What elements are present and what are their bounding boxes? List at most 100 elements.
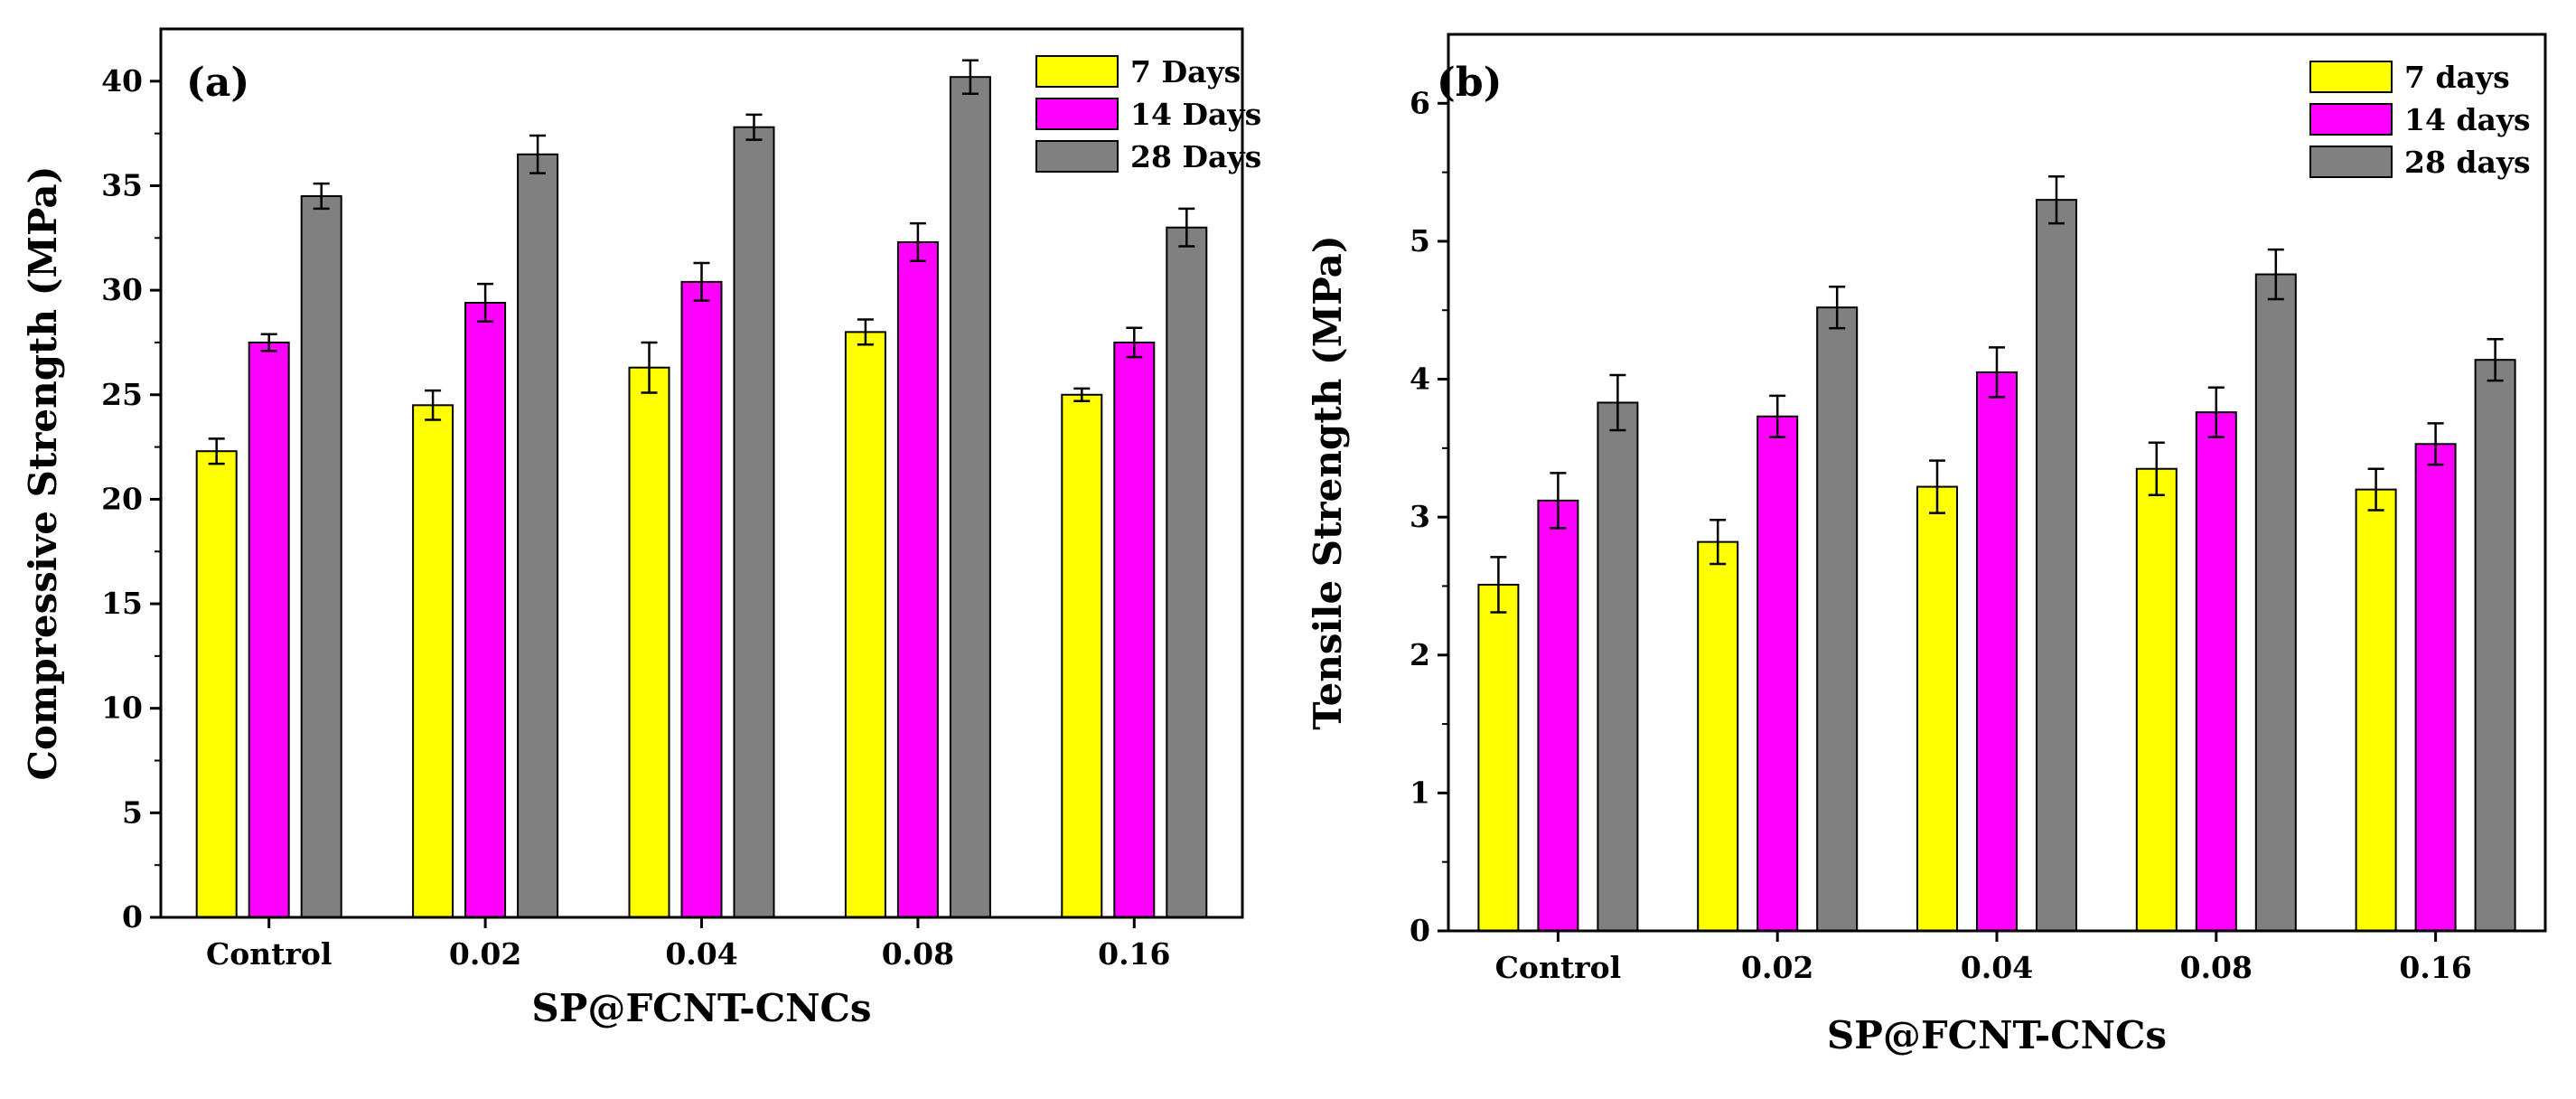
bar-28-days-0.16 — [1166, 226, 1208, 918]
error-bar — [260, 333, 277, 352]
x-axis-title: SP@FCNT-CNCs — [531, 986, 871, 1030]
error-bar — [2427, 422, 2444, 466]
legend: 7 Days 14 Days 28 Days — [1035, 54, 1261, 174]
bar-28-days-control — [300, 195, 342, 919]
compressive-strength-chart: 0 5 10 15 20 25 30 35 40 Control 0.02 0.04 0.08 0.16 S… — [21, 27, 1261, 1030]
y-tick-label: 40 — [101, 63, 143, 99]
panel-label: (b) — [1437, 60, 1502, 106]
error-bar — [2148, 441, 2165, 496]
bar-7-days-0.08 — [2135, 467, 2178, 932]
bar-14-days-0.02 — [464, 301, 507, 918]
error-bar — [425, 389, 442, 421]
y-tick-label: 10 — [101, 690, 143, 726]
x-tick-label: 0.16 — [2399, 950, 2471, 985]
bar-28-days-0.04 — [733, 126, 775, 918]
y-axis-title: Tensile Strength (MPa) — [1306, 235, 1350, 730]
error-bar — [909, 221, 926, 262]
bar-28-days-0.16 — [2474, 359, 2516, 932]
bar-7-days-0.04 — [1916, 485, 1958, 933]
y-tick-label: 30 — [101, 272, 143, 307]
y-tick-label: 1 — [1410, 775, 1430, 810]
legend-swatch — [2309, 146, 2393, 178]
legend-label: 7 days — [2404, 60, 2510, 95]
error-bar — [1178, 207, 1195, 248]
y-tick-label: 4 — [1410, 362, 1430, 397]
bar-7-days-0.04 — [628, 366, 670, 918]
x-tick-label: 0.02 — [1741, 950, 1813, 985]
y-axis-title: Compressive Strength (MPa) — [21, 165, 65, 780]
y-tick-label: 5 — [1410, 223, 1430, 258]
bar-28-days-0.02 — [517, 153, 559, 918]
legend-swatch — [1035, 55, 1119, 88]
error-bar — [2367, 467, 2384, 512]
bar-7-days-0.02 — [412, 404, 454, 918]
x-tick-label: 0.04 — [665, 936, 737, 972]
error-bar — [313, 182, 330, 211]
y-tick-label: 2 — [1410, 637, 1430, 672]
error-bar — [477, 282, 494, 324]
bar-7-days-0.16 — [1061, 393, 1103, 918]
error-bar — [2048, 174, 2065, 225]
error-bar — [1490, 556, 1507, 614]
error-bar — [1989, 346, 2005, 399]
x-axis-title: SP@FCNT-CNCs — [1827, 1013, 2167, 1057]
legend-swatch — [2309, 103, 2393, 136]
bar-14-days-control — [248, 341, 290, 918]
bar-14-days-0.16 — [1113, 341, 1156, 918]
bar-7-days-0.08 — [844, 331, 886, 918]
error-bar — [208, 437, 225, 465]
x-tick-label: 0.04 — [1961, 950, 2033, 985]
bar-14-days-0.04 — [1976, 371, 2018, 932]
y-tick-label: 0 — [1410, 913, 1430, 948]
bar-7-days-control — [195, 450, 238, 918]
x-tick-label: 0.16 — [1098, 936, 1170, 972]
y-tick-label: 5 — [122, 794, 143, 830]
y-tick-label: 0 — [122, 899, 143, 935]
error-bar — [529, 134, 547, 174]
x-tick-label: 0.08 — [2180, 950, 2253, 985]
error-bar — [1126, 326, 1143, 359]
bar-7-days-0.16 — [2355, 488, 2397, 933]
error-bar — [641, 341, 658, 394]
error-bar — [1073, 387, 1091, 402]
bar-28-days-0.02 — [1816, 306, 1859, 932]
bar-7-days-control — [1477, 583, 1520, 932]
y-tick-label: 15 — [101, 586, 143, 621]
bar-14-days-0.16 — [2414, 443, 2457, 932]
bar-14-days-control — [1537, 499, 1579, 933]
error-bar — [1550, 472, 1567, 530]
bar-28-days-control — [1597, 401, 1639, 932]
legend-swatch — [2309, 61, 2393, 93]
legend-label: 14 Days — [1130, 97, 1261, 132]
error-bar — [1609, 373, 1626, 432]
error-bar — [1829, 286, 1846, 330]
error-bar — [961, 59, 979, 95]
error-bar — [2267, 248, 2284, 301]
error-bar — [693, 261, 710, 302]
x-tick-label: Control — [206, 936, 332, 972]
bar-14-days-0.02 — [1756, 415, 1799, 932]
error-bar — [857, 318, 874, 346]
legend: 7 days 14 days 28 days — [2309, 60, 2531, 180]
error-bar — [2207, 386, 2225, 438]
legend-label: 28 Days — [1130, 139, 1261, 174]
error-bar — [1710, 518, 1727, 566]
panel-label: (a) — [186, 60, 249, 106]
bar-14-days-0.08 — [896, 240, 939, 919]
bar-28-days-0.08 — [949, 76, 991, 919]
legend-swatch — [1035, 140, 1119, 173]
error-bar — [2487, 338, 2504, 382]
legend-label: 28 days — [2404, 145, 2531, 180]
x-tick-label: 0.02 — [449, 936, 521, 972]
y-tick-label: 35 — [101, 167, 143, 202]
bar-14-days-0.08 — [2195, 411, 2237, 933]
legend-swatch — [1035, 98, 1119, 130]
legend-label: 7 Days — [1130, 54, 1241, 89]
error-bar — [745, 113, 763, 141]
y-tick-label: 3 — [1410, 499, 1430, 534]
y-tick-label: 25 — [101, 377, 143, 412]
y-tick-label: 6 — [1410, 85, 1430, 120]
bar-28-days-0.08 — [2254, 273, 2297, 932]
bar-7-days-0.02 — [1697, 540, 1739, 933]
error-bar — [1929, 459, 1945, 514]
